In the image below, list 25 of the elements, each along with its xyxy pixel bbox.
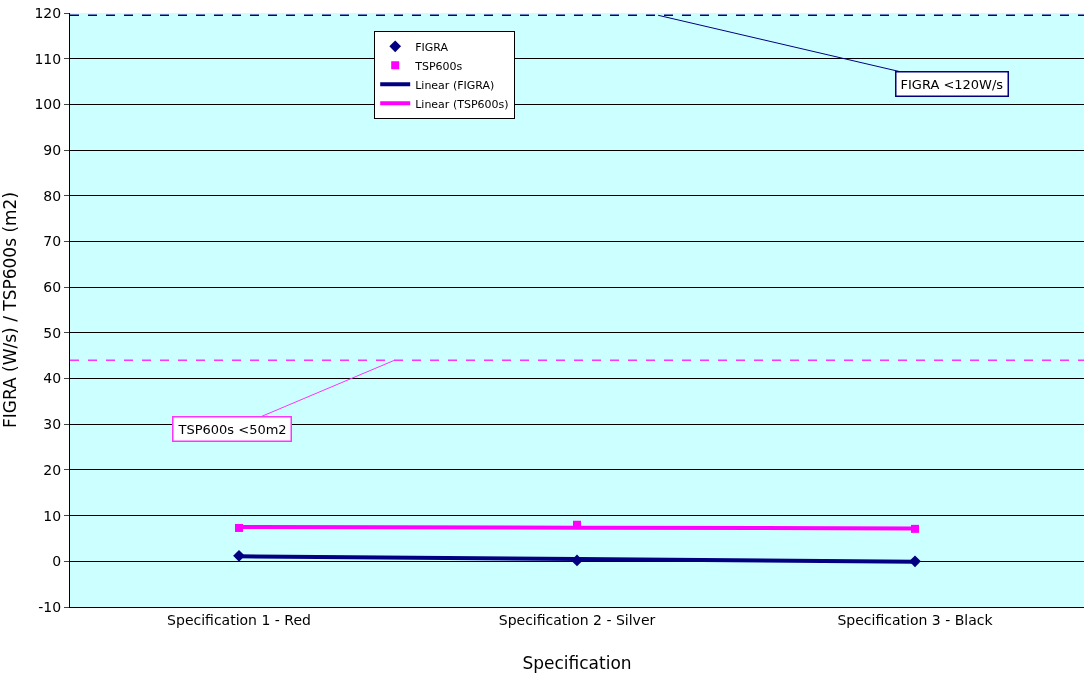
legend-label: TSP600s: [414, 59, 463, 73]
y-tick-label: 100: [34, 96, 62, 113]
y-tick-label: 0: [52, 553, 62, 570]
y-tick-label: 20: [43, 461, 62, 478]
y-tick-label: 50: [43, 324, 62, 341]
ref-line-label: FIGRA <120W/s: [900, 76, 1004, 92]
x-tick-label: Specification 1 - Red: [167, 611, 311, 628]
y-tick-label: 40: [43, 370, 62, 387]
legend-label: Linear (FIGRA): [415, 78, 495, 92]
y-tick-label: 80: [43, 187, 62, 204]
legend-label: Linear (TSP600s): [415, 97, 509, 111]
x-axis-title: Specification: [522, 653, 632, 674]
ref-line-label: TSP600s <50m2: [177, 421, 287, 437]
legend-label: FIGRA: [415, 40, 449, 54]
x-tick-label: Specification 2 - Silver: [498, 611, 656, 628]
y-tick-label: -10: [38, 598, 62, 615]
y-tick-label: 70: [43, 233, 62, 250]
y-tick-label: 60: [43, 279, 62, 296]
y-tick-label: 30: [43, 416, 62, 433]
y-tick-label: 10: [43, 507, 62, 524]
y-tick-label: 90: [43, 141, 62, 158]
x-tick-label: Specification 3 - Black: [837, 611, 994, 628]
y-tick-label: 110: [34, 50, 62, 67]
y-axis-title: FIGRA (W/s) / TSP600s (m2): [0, 191, 20, 429]
y-tick-label: 120: [34, 4, 62, 21]
